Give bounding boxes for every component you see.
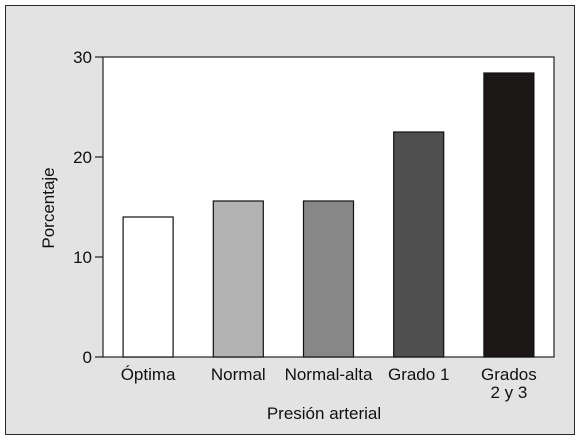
y-tick-label: 20 bbox=[73, 148, 92, 167]
x-tick-label: Óptima bbox=[121, 365, 176, 384]
bar bbox=[393, 131, 445, 358]
bar bbox=[122, 216, 174, 358]
x-tick-label: Normal-alta bbox=[285, 365, 373, 384]
y-axis-title: Porcentaje bbox=[39, 167, 58, 248]
y-tick-label: 0 bbox=[83, 348, 92, 367]
bar bbox=[212, 200, 264, 358]
y-tick-label: 10 bbox=[73, 248, 92, 267]
x-tick-label: Grados 2 y 3 bbox=[481, 365, 537, 402]
bar bbox=[483, 72, 535, 358]
bar-chart: 0 10 20 30 Óptima Normal Normal-alta Grado 1 Gr… bbox=[39, 48, 555, 423]
x-tick-label: Normal bbox=[211, 365, 266, 384]
chart-figure: 0 10 20 30 Óptima Normal Normal-alta Grado 1 Gr… bbox=[5, 5, 575, 435]
bar bbox=[302, 200, 355, 358]
x-axis-title: Presión arterial bbox=[267, 404, 381, 423]
x-tick-label: Grado 1 bbox=[388, 365, 449, 384]
y-tick-label: 30 bbox=[73, 48, 92, 67]
